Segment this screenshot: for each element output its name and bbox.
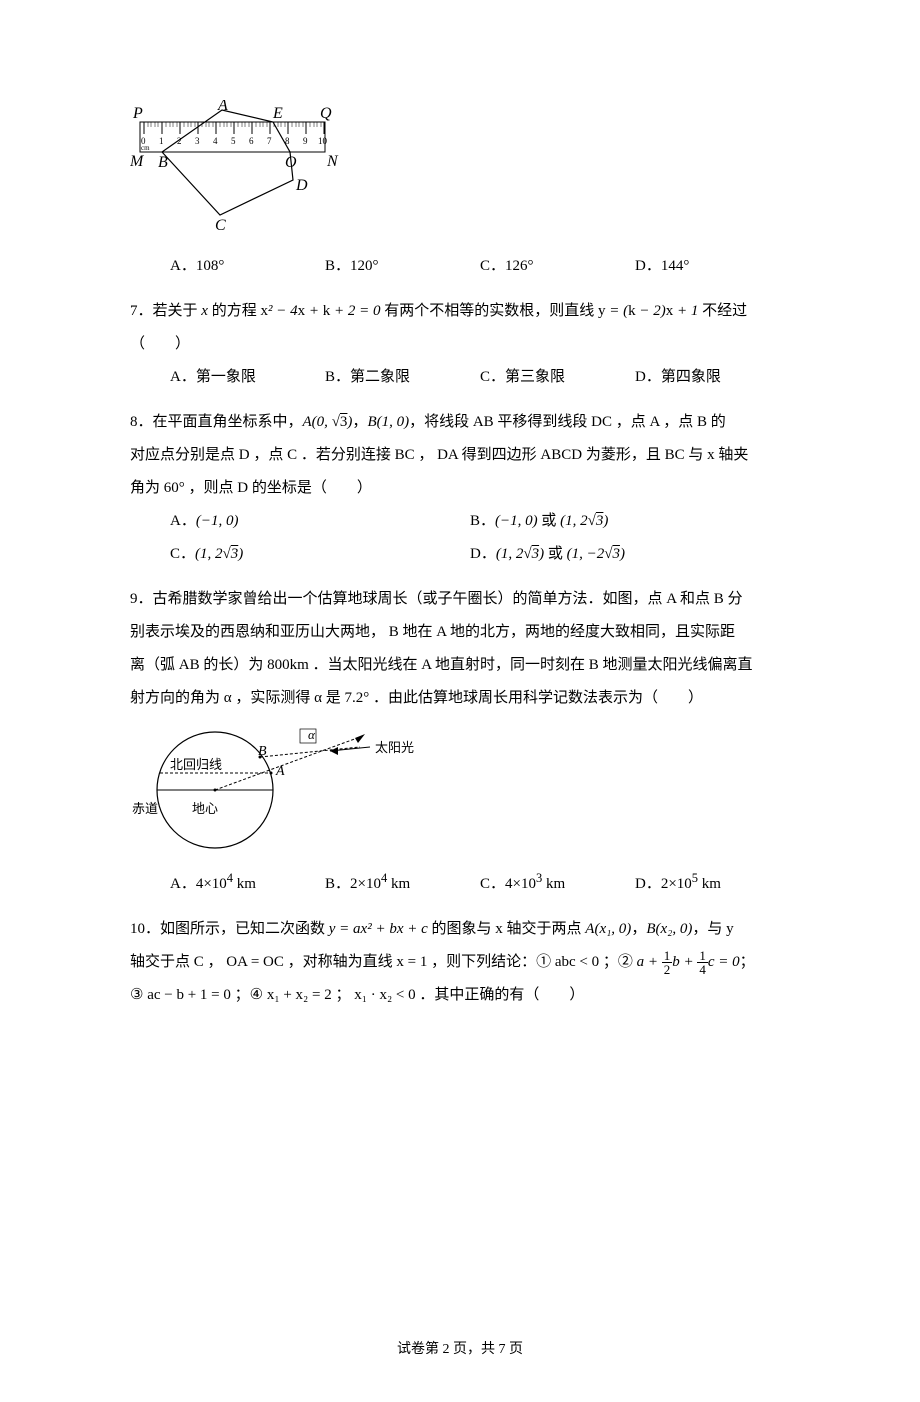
q8-opt-B: B．(−1, 0) 或 (1, 2√3) (470, 505, 770, 538)
label-C: C (215, 217, 226, 234)
q8-opt-D: D．(1, 2√3) 或 (1, −2√3) (470, 538, 770, 571)
label-tropic: 北回归线 (170, 757, 222, 772)
q9-opt-C: C．4×103 km (480, 865, 635, 901)
ray-dashed-1 (215, 737, 360, 790)
svg-text:9: 9 (303, 136, 308, 146)
q6-opt-B: B．120° (325, 250, 480, 283)
svg-text:3: 3 (195, 136, 200, 146)
q7-opt-B: B．第二象限 (325, 361, 480, 394)
arrow-head-2 (330, 747, 338, 755)
label-sun: 太阳光 (375, 740, 414, 755)
q7-opt-C: C．第三象限 (480, 361, 635, 394)
svg-text:10: 10 (318, 136, 328, 146)
label-E: E (272, 105, 283, 122)
q9-figure: 北回归线 赤道 地心 太阳光 A B α (130, 725, 790, 855)
label-M: M (130, 153, 145, 170)
q10-line1: 10．如图所示，已知二次函数 y = ax² + bx + c 的图象与 x 轴… (130, 913, 790, 946)
q9-opt-A: A．4×104 km (170, 865, 325, 901)
svg-text:4: 4 (213, 136, 218, 146)
q8-line1: 8．在平面直角坐标系中，A(0, √3)，B(1, 0)，将线段 AB 平移得到… (130, 406, 790, 439)
q9-opt-D: D．2×105 km (635, 865, 790, 901)
q8-options-row1: A．(−1, 0) B．(−1, 0) 或 (1, 2√3) (130, 505, 790, 538)
q9-line2: 别表示埃及的西恩纳和亚历山大两地， B 地在 A 地的北方，两地的经度大致相同，… (130, 616, 790, 649)
q8-options-row2: C．(1, 2√3) D．(1, 2√3) 或 (1, −2√3) (130, 538, 790, 571)
q9-svg: 北回归线 赤道 地心 太阳光 A B α (130, 725, 430, 855)
arrow-head-1 (355, 734, 365, 743)
q7-opt-A: A．第一象限 (170, 361, 325, 394)
q6-opt-D: D．144° (635, 250, 790, 283)
label-A9: A (275, 764, 285, 779)
q6-opt-C: C．126° (480, 250, 635, 283)
q8-opt-A: A．(−1, 0) (170, 505, 470, 538)
label-B: B (158, 154, 168, 171)
svg-text:cm: cm (141, 144, 150, 152)
q9-line4: 射方向的角为 α ，实际测得 α 是 7.2° ．由此估算地球周长用科学记数法表… (130, 682, 790, 715)
q9-line1: 9．古希腊数学家曾给出一个估算地球周长（或子午圈长）的简单方法．如图，点 A 和… (130, 583, 790, 616)
q10-line3: ③ ac − b + 1 = 0 ；④ x₁ + x₂ = 2 ； x₁ · x… (130, 979, 790, 1012)
q6-svg: P A E Q 0 1 2 3 4 5 6 7 8 9 10 (130, 100, 350, 240)
label-O: O (285, 154, 297, 171)
q6-options: A．108° B．120° C．126° D．144° (130, 250, 790, 283)
q7-options: A．第一象限 B．第二象限 C．第三象限 D．第四象限 (130, 361, 790, 394)
label-P: P (132, 105, 143, 122)
svg-text:1: 1 (159, 136, 164, 146)
label-Q: Q (320, 105, 332, 122)
label-center: 地心 (192, 801, 218, 816)
label-D: D (295, 177, 308, 194)
svg-text:6: 6 (249, 136, 254, 146)
q8-opt-C: C．(1, 2√3) (170, 538, 470, 571)
point-A (270, 772, 273, 775)
page-footer: 试卷第 2 页，共 7 页 (130, 1335, 790, 1366)
q7-stem: 7．若关于 x 的方程 x² − 4x + k + 2 = 0 有两个不相等的实… (130, 295, 790, 328)
q10-line2: 轴交于点 C ， OA = OC ，对称轴为直线 x = 1 ，则下列结论：① … (130, 946, 790, 979)
q9-opt-B: B．2×104 km (325, 865, 480, 901)
point-B (259, 756, 262, 759)
svg-text:7: 7 (267, 136, 272, 146)
label-equator: 赤道 (132, 801, 158, 816)
label-N: N (326, 153, 339, 170)
q8-line3: 角为 60° ，则点 D 的坐标是（ ） (130, 472, 790, 505)
q8-line2: 对应点分别是点 D ，点 C ．若分别连接 BC ， DA 得到四边形 ABCD… (130, 439, 790, 472)
q7-paren: （ ） (130, 328, 790, 361)
q9-options: A．4×104 km B．2×104 km C．4×103 km D．2×105… (130, 865, 790, 901)
q7-opt-D: D．第四象限 (635, 361, 790, 394)
q6-figure: P A E Q 0 1 2 3 4 5 6 7 8 9 10 (130, 100, 790, 240)
q9-line3: 离（弧 AB 的长）为 800km ．当太阳光线在 A 地直射时，同一时刻在 B… (130, 649, 790, 682)
svg-text:5: 5 (231, 136, 236, 146)
q6-opt-A: A．108° (170, 250, 325, 283)
